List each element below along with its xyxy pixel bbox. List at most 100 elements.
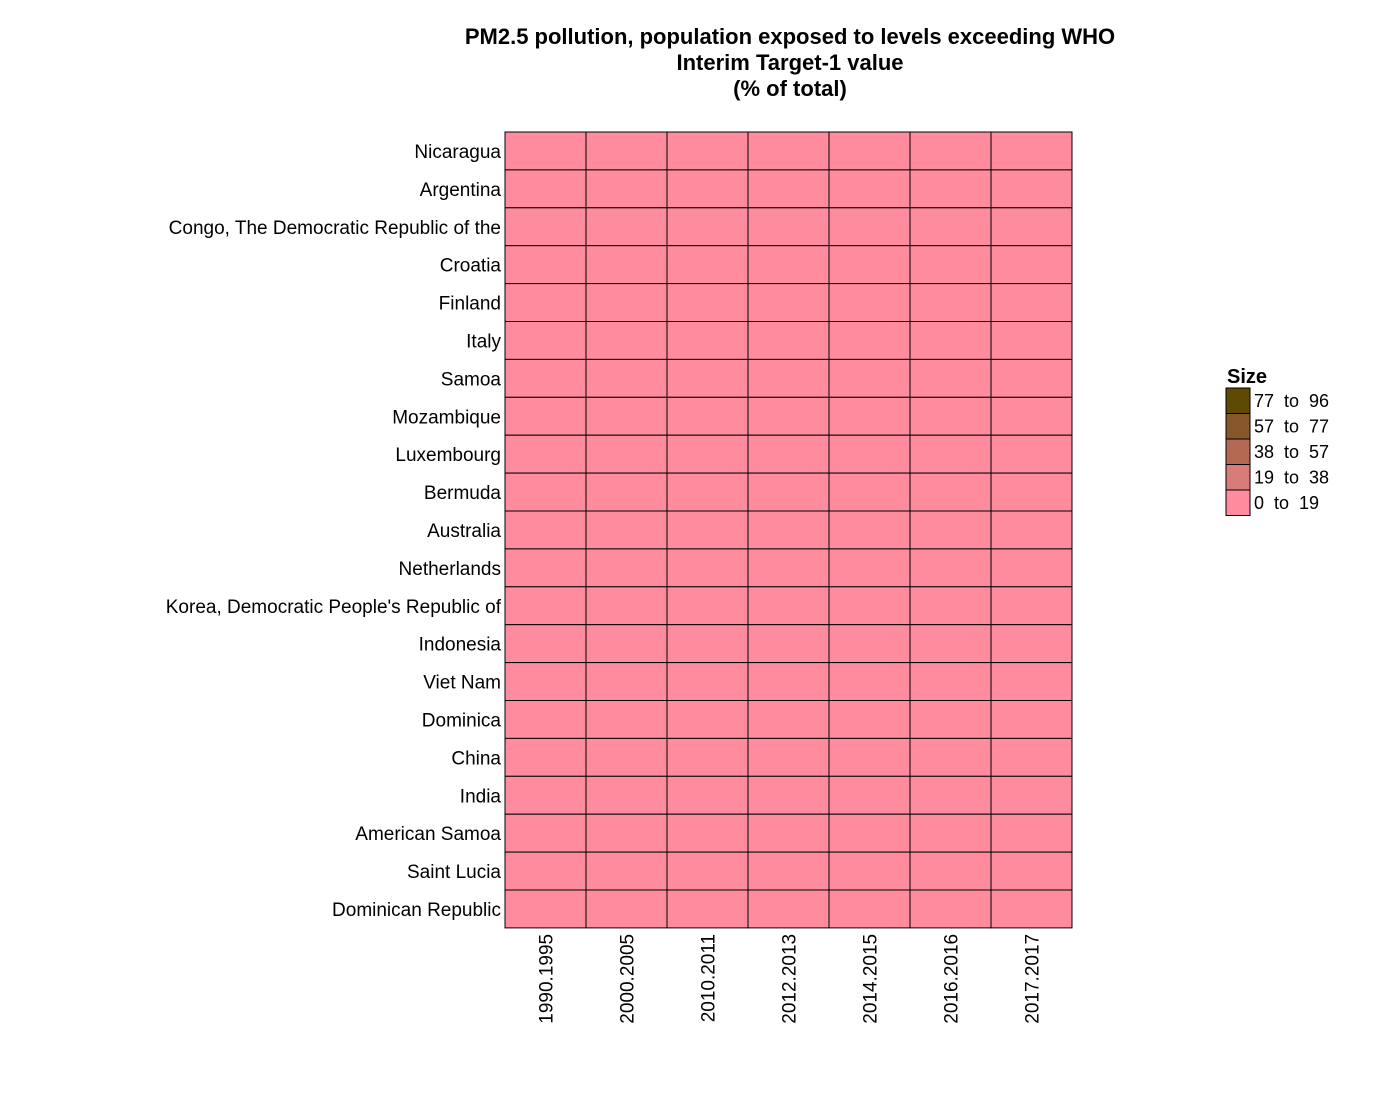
legend-label: 57 to 77 [1254,416,1329,436]
column-label: 1990.1995 [537,934,558,1024]
heatmap-cell [666,434,749,474]
heatmap-cell [909,700,992,739]
heatmap-cell [747,813,830,853]
heatmap-cell [504,662,587,701]
heatmap-cell [990,245,1073,285]
heatmap-cells [504,131,1073,929]
heatmap-cell [666,662,749,701]
legend: Size 77 to 96 57 to 77 38 to 57 19 to 38 0 t… [1225,366,1329,516]
row-label: Croatia [440,256,502,277]
heatmap-cell [828,737,911,777]
heatmap-cell [909,889,992,929]
heatmap-cell [990,358,1073,398]
column-label: 2014.2015 [861,934,882,1024]
heatmap-cell [747,434,830,474]
heatmap-cell [747,472,830,512]
heatmap-cell [585,510,668,550]
heatmap-cell [504,434,587,474]
row-label: Netherlands [399,559,501,580]
row-label: India [460,786,502,807]
heatmap-cell [666,624,749,664]
heatmap-cell [909,283,992,323]
heatmap-cell [747,700,830,739]
heatmap-cell [747,775,830,815]
heatmap-cell [828,662,911,701]
heatmap-cell [828,510,911,550]
heatmap-cell [585,396,668,436]
row-label: China [451,748,501,769]
row-label: Nicaragua [414,142,501,163]
heatmap-cell [504,358,587,398]
heatmap-cell [504,321,587,360]
column-label: 2012.2013 [780,934,801,1024]
heatmap-cell [990,624,1073,664]
chart-title: PM2.5 pollution, population exposed to l… [465,24,1115,101]
heatmap-cell [585,321,668,360]
column-label: 2010.2011 [699,934,720,1022]
heatmap-cell [585,624,668,664]
heatmap-cell [504,548,587,588]
row-label: Finland [439,294,501,315]
heatmap-cell [909,662,992,701]
heatmap-cell [666,207,749,247]
heatmap-cell [909,434,992,474]
heatmap-cell [666,396,749,436]
heatmap-cell [747,358,830,398]
heatmap-cell [504,586,587,626]
heatmap-cell [828,245,911,285]
heatmap-cell [504,851,587,891]
heatmap-cell [747,548,830,588]
heatmap-cell [747,321,830,360]
heatmap-cell [990,169,1073,209]
row-label: Bermuda [424,483,502,504]
heatmap-cell [909,207,992,247]
heatmap-cell [909,813,992,853]
heatmap-cell [585,283,668,323]
heatmap-cell [990,434,1073,474]
heatmap-cell [747,169,830,209]
row-label: Indonesia [419,635,502,656]
heatmap-cell [747,510,830,550]
heatmap-cell [666,586,749,626]
heatmap-cell [747,586,830,626]
heatmap-cell [828,207,911,247]
heatmap-cell [585,586,668,626]
heatmap-cell [666,245,749,285]
heatmap-cell [990,700,1073,739]
heatmap-cell [666,813,749,853]
heatmap-cell [666,548,749,588]
legend-swatch [1225,387,1251,414]
heatmap-cell [828,434,911,474]
heatmap-cell [990,851,1073,891]
heatmap-cell [504,131,587,171]
heatmap-cell [909,396,992,436]
heatmap-cell [990,321,1073,360]
heatmap-cell [909,358,992,398]
heatmap-cell [990,662,1073,701]
heatmap-cell [990,813,1073,853]
row-label: Luxembourg [395,445,501,466]
legend-swatch [1225,464,1251,491]
row-label: Australia [427,521,501,542]
heatmap-cell [909,169,992,209]
legend-swatch [1225,438,1251,465]
heatmap-cell [504,510,587,550]
heatmap-cell [585,851,668,891]
heatmap-cell [504,624,587,664]
heatmap-cell [585,358,668,398]
heatmap-cell [909,624,992,664]
heatmap-cell [504,207,587,247]
heatmap-cell [828,358,911,398]
row-label: Italy [466,331,501,352]
heatmap-cell [666,851,749,891]
heatmap-cell [666,169,749,209]
heatmap-cell [990,889,1073,929]
heatmap-cell [828,813,911,853]
heatmap-cell [828,396,911,436]
heatmap-cell [666,700,749,739]
heatmap-cell [504,283,587,323]
heatmap-cell [666,737,749,777]
heatmap-cell [504,737,587,777]
heatmap-cell [909,472,992,512]
